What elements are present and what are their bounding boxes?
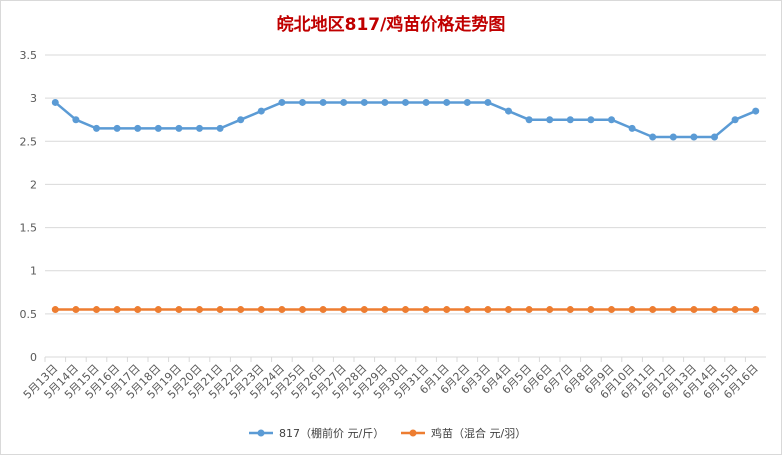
gridlines bbox=[45, 54, 766, 358]
data-point bbox=[566, 116, 574, 124]
data-point bbox=[422, 98, 430, 106]
data-point bbox=[113, 306, 121, 314]
data-point bbox=[711, 133, 718, 141]
y-tick-label: 2.5 bbox=[20, 135, 38, 148]
data-point bbox=[731, 116, 739, 124]
data-point bbox=[319, 306, 327, 314]
data-point bbox=[587, 116, 595, 124]
data-point bbox=[72, 116, 80, 124]
data-point bbox=[649, 306, 657, 314]
data-point bbox=[299, 306, 306, 314]
data-point bbox=[422, 306, 430, 314]
legend-item-2: 鸡苗（混合 元/羽） bbox=[401, 426, 526, 440]
data-point bbox=[175, 124, 183, 132]
y-axis-ticks: 0 0.5 1 1.5 2 2.5 3 3.5 bbox=[20, 49, 38, 364]
data-point bbox=[525, 116, 533, 124]
legend-label: 鸡苗（混合 元/羽） bbox=[431, 426, 526, 440]
data-point bbox=[649, 133, 657, 141]
data-point bbox=[752, 107, 760, 115]
data-point bbox=[381, 98, 389, 106]
series-2 bbox=[51, 306, 760, 314]
y-tick-label: 3 bbox=[30, 92, 37, 105]
data-point bbox=[608, 116, 615, 124]
data-point bbox=[484, 306, 492, 314]
data-point bbox=[628, 124, 636, 132]
data-point bbox=[381, 306, 389, 314]
data-point bbox=[278, 98, 286, 106]
data-point bbox=[154, 306, 162, 314]
data-point bbox=[196, 306, 203, 314]
data-point bbox=[566, 306, 574, 314]
data-point bbox=[690, 306, 698, 314]
x-axis-ticks: 5月13日5月14日5月15日5月16日5月17日5月18日5月19日5月20日… bbox=[21, 357, 761, 402]
series-1 bbox=[51, 98, 760, 141]
legend-item-1: 817（棚前价 元/斤） bbox=[249, 426, 384, 440]
data-point bbox=[628, 306, 636, 314]
data-point bbox=[587, 306, 595, 314]
data-point bbox=[51, 306, 59, 314]
data-point bbox=[134, 124, 142, 132]
data-point bbox=[525, 306, 533, 314]
data-point bbox=[237, 116, 245, 124]
data-point bbox=[278, 306, 286, 314]
y-tick-label: 1.5 bbox=[20, 222, 38, 235]
legend-marker bbox=[409, 429, 417, 437]
data-point bbox=[463, 98, 471, 106]
data-point bbox=[216, 306, 224, 314]
y-tick-label: 3.5 bbox=[20, 49, 38, 62]
data-point bbox=[690, 133, 698, 141]
data-point bbox=[154, 124, 162, 132]
data-point bbox=[340, 98, 348, 106]
data-point bbox=[402, 306, 409, 314]
data-point bbox=[752, 306, 760, 314]
data-point bbox=[196, 124, 203, 132]
legend: 817（棚前价 元/斤） 鸡苗（混合 元/羽） bbox=[249, 426, 526, 440]
data-point bbox=[546, 116, 554, 124]
data-point bbox=[505, 306, 512, 314]
data-point bbox=[402, 98, 409, 106]
data-point bbox=[505, 107, 512, 115]
legend-marker bbox=[257, 429, 265, 437]
legend-label: 817（棚前价 元/斤） bbox=[279, 426, 384, 440]
data-point bbox=[319, 98, 327, 106]
data-point bbox=[608, 306, 615, 314]
data-point bbox=[711, 306, 718, 314]
series-layer bbox=[51, 98, 760, 314]
data-point bbox=[257, 306, 265, 314]
data-point bbox=[93, 124, 100, 132]
data-point bbox=[669, 306, 677, 314]
data-point bbox=[669, 133, 677, 141]
data-point bbox=[546, 306, 554, 314]
chart-title: 皖北地区817/鸡苗价格走势图 bbox=[277, 14, 506, 35]
data-point bbox=[257, 107, 265, 115]
data-point bbox=[340, 306, 348, 314]
y-tick-label: 0.5 bbox=[20, 308, 38, 321]
data-point bbox=[72, 306, 80, 314]
data-point bbox=[731, 306, 739, 314]
data-point bbox=[484, 98, 492, 106]
data-point bbox=[360, 98, 368, 106]
y-tick-label: 2 bbox=[30, 178, 37, 191]
data-point bbox=[113, 124, 121, 132]
data-point bbox=[51, 98, 59, 106]
data-point bbox=[463, 306, 471, 314]
data-point bbox=[299, 98, 306, 106]
data-point bbox=[360, 306, 368, 314]
data-point bbox=[175, 306, 183, 314]
y-tick-label: 1 bbox=[30, 265, 37, 278]
series-line bbox=[54, 101, 757, 139]
data-point bbox=[216, 124, 224, 132]
y-tick-label: 0 bbox=[30, 351, 37, 364]
data-point bbox=[93, 306, 100, 314]
data-point bbox=[443, 98, 451, 106]
data-point bbox=[237, 306, 245, 314]
data-point bbox=[443, 306, 451, 314]
data-point bbox=[134, 306, 142, 314]
